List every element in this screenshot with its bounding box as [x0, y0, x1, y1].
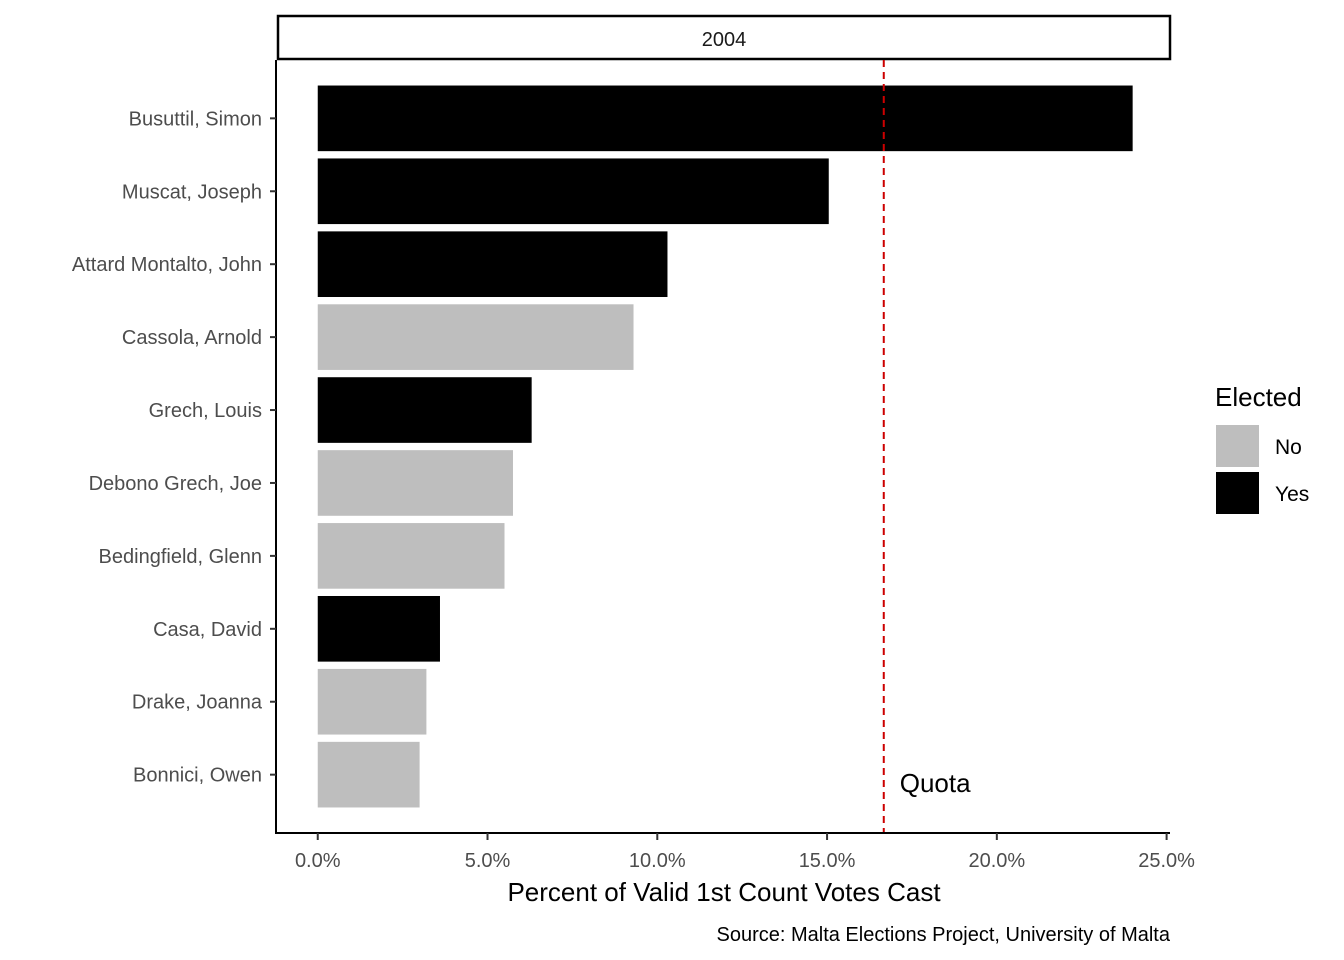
y-tick-label: Muscat, Joseph [122, 181, 262, 203]
reference-line-group: Quota [882, 60, 971, 833]
x-tick-label: 25.0% [1138, 850, 1195, 872]
caption: Source: Malta Elections Project, Univers… [716, 924, 1170, 946]
quota-label: Quota [900, 768, 971, 798]
bar-drake-joanna [317, 668, 427, 735]
x-axis-title: Percent of Valid 1st Count Votes Cast [507, 877, 941, 907]
y-tick-label: Bonnici, Owen [133, 765, 262, 787]
legend-label-no: No [1275, 436, 1302, 459]
legend-label-yes: Yes [1275, 483, 1309, 506]
legend: Elected No Yes [1215, 382, 1309, 514]
y-tick-label: Cassola, Arnold [122, 327, 262, 349]
legend-title: Elected [1215, 382, 1302, 412]
bar-bonnici-owen [317, 741, 420, 808]
bar-cassola-arnold [317, 304, 634, 370]
y-axis-ticks: Busuttil, Simon Muscat, Joseph Attard Mont… [72, 108, 276, 787]
bar-debono-grech-joe [317, 450, 513, 516]
y-tick-label: Grech, Louis [149, 400, 262, 422]
y-tick-label: Debono Grech, Joe [89, 473, 262, 495]
bars-group [317, 85, 1133, 808]
x-tick-label: 0.0% [295, 850, 341, 872]
y-tick-label: Casa, David [153, 619, 262, 641]
facet-strip-label: 2004 [702, 29, 747, 51]
y-tick-label: Attard Montalto, John [72, 254, 262, 276]
y-tick-label: Busuttil, Simon [129, 108, 262, 130]
x-axis-ticks: 0.0% 5.0% 10.0% 15.0% 20.0% 25.0% [295, 833, 1195, 872]
bar-busuttil-simon [317, 85, 1133, 152]
y-tick-label: Bedingfield, Glenn [99, 546, 262, 568]
bar-bedingfield-glenn [317, 523, 505, 589]
legend-key-no [1216, 425, 1259, 467]
x-tick-label: 5.0% [465, 850, 511, 872]
facet-strip [276, 14, 1172, 61]
y-tick-label: Drake, Joanna [132, 692, 263, 714]
bar-grech-louis [317, 377, 532, 443]
legend-key-yes [1216, 472, 1259, 514]
x-tick-label: 10.0% [629, 850, 686, 872]
x-tick-label: 20.0% [968, 850, 1025, 872]
bar-muscat-joseph [317, 158, 829, 225]
bar-attard-montalto-john [317, 231, 668, 298]
x-tick-label: 15.0% [799, 850, 856, 872]
bar-casa-david [317, 595, 440, 662]
